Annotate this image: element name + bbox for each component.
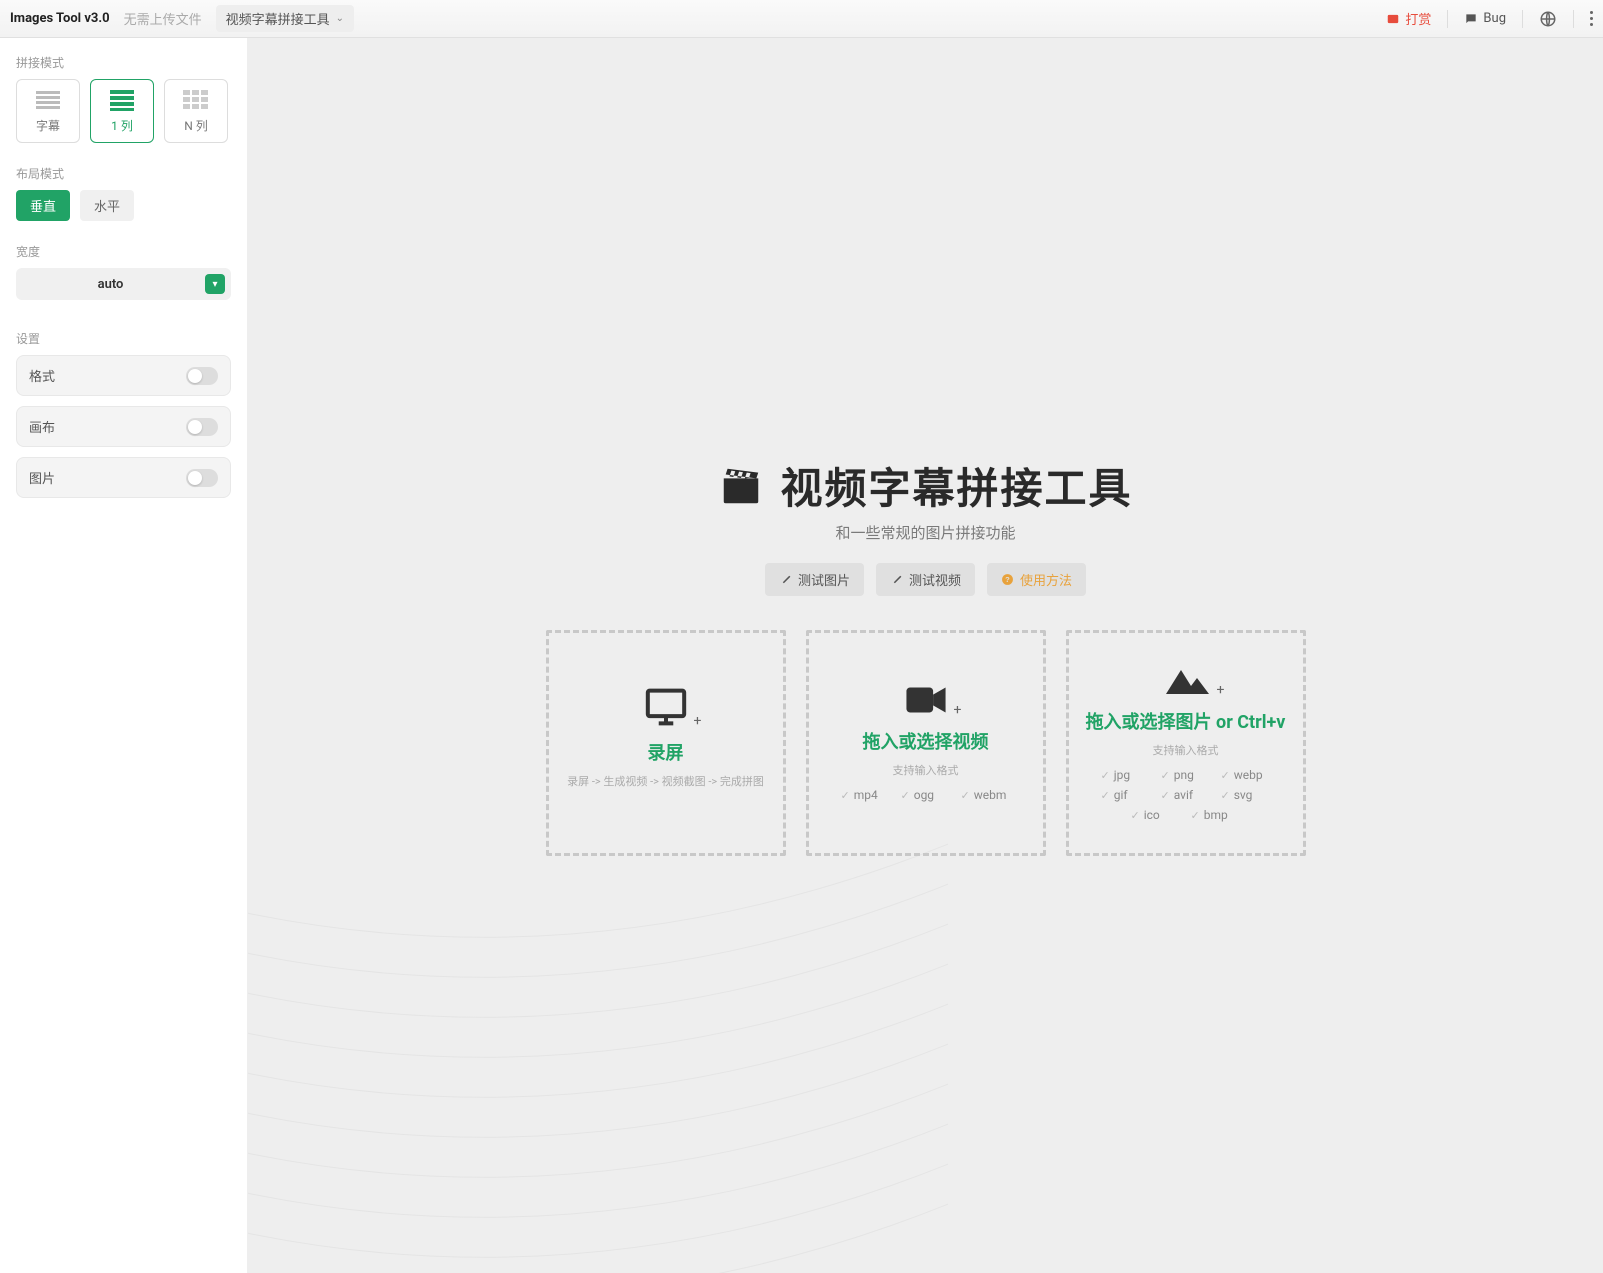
dropzone-record-title: 录屏: [648, 739, 684, 765]
sidebar: 拼接模式 字幕 1 列: [0, 38, 248, 1273]
page-subtitle: 和一些常规的图片拼接功能: [476, 522, 1376, 543]
setting-format[interactable]: 格式: [16, 355, 231, 396]
settings-label: 设置: [16, 330, 231, 347]
dropzone-video-formats-label: 支持输入格式: [893, 762, 959, 778]
dropzone-image[interactable]: + 拖入或选择图片 or Ctrl+v 支持输入格式 ✓jpg ✓png ✓webp…: [1066, 630, 1306, 856]
format-item: ✓svg: [1221, 788, 1271, 802]
format-item: ✓mp4: [841, 788, 891, 802]
subtitle-mode-icon: [34, 89, 62, 111]
image-formats-list: ✓jpg ✓png ✓webp ✓gif ✓avif ✓svg ✓ico ✓bmp: [1083, 768, 1289, 822]
video-camera-icon: +: [904, 684, 948, 716]
setting-canvas-toggle[interactable]: [186, 418, 218, 436]
layout-horizontal-button[interactable]: 水平: [80, 190, 134, 221]
mode-ncol[interactable]: N 列: [164, 79, 228, 143]
dropzone-record[interactable]: + 录屏 录屏 -> 生成视频 -> 视频截图 -> 完成拼图: [546, 630, 786, 856]
plus-icon: +: [954, 702, 962, 718]
test-image-button[interactable]: 测试图片: [765, 563, 864, 596]
dropzone-image-title: 拖入或选择图片 or Ctrl+v: [1086, 708, 1286, 734]
format-item: ✓webp: [1221, 768, 1271, 782]
mode-subtitle[interactable]: 字幕: [16, 79, 80, 143]
help-icon: ?: [1001, 573, 1014, 586]
donate-link[interactable]: 打赏: [1386, 9, 1431, 28]
format-item: ✓png: [1161, 768, 1211, 782]
format-item: ✓bmp: [1191, 808, 1241, 822]
setting-image-label: 图片: [29, 468, 55, 487]
mode-1col[interactable]: 1 列: [90, 79, 154, 143]
svg-text:?: ?: [1005, 575, 1010, 584]
format-item: ✓jpg: [1101, 768, 1151, 782]
mode-ncol-label: N 列: [184, 117, 208, 134]
mode-1col-label: 1 列: [111, 117, 133, 134]
format-item: ✓ogg: [901, 788, 951, 802]
plus-icon: +: [1217, 682, 1225, 698]
test-video-label: 测试视频: [909, 570, 961, 589]
page-title: 视频字幕拼接工具: [780, 455, 1132, 516]
setting-format-label: 格式: [29, 366, 55, 385]
ncolumn-mode-icon: [182, 89, 210, 111]
bug-link[interactable]: Bug: [1464, 11, 1506, 26]
header-divider: [1522, 10, 1523, 28]
brand-title: Images Tool v3.0: [10, 11, 110, 26]
video-formats-list: ✓mp4 ✓ogg ✓webm: [841, 788, 1011, 802]
donate-icon: [1386, 12, 1400, 26]
header-divider: [1447, 10, 1448, 28]
setting-canvas-label: 画布: [29, 417, 55, 436]
tool-selector-dropdown[interactable]: 视频字幕拼接工具 ⌄: [216, 5, 354, 32]
wand-icon: [890, 573, 903, 586]
bug-label: Bug: [1483, 11, 1506, 26]
dropzone-record-desc: 录屏 -> 生成视频 -> 视频截图 -> 完成拼图: [567, 773, 764, 789]
stitch-mode-label: 拼接模式: [16, 54, 231, 71]
test-image-label: 测试图片: [798, 570, 850, 589]
width-label: 宽度: [16, 243, 231, 260]
setting-image-toggle[interactable]: [186, 469, 218, 487]
format-item: ✓webm: [961, 788, 1011, 802]
upload-hint: 无需上传文件: [124, 9, 202, 28]
setting-format-toggle[interactable]: [186, 367, 218, 385]
chat-icon: [1464, 12, 1478, 26]
help-label: 使用方法: [1020, 570, 1072, 589]
main-canvas: 视频字幕拼接工具 和一些常规的图片拼接功能 测试图片 测试视频: [248, 38, 1603, 1273]
column1-mode-icon: [108, 89, 136, 111]
chevron-down-icon: ⌄: [336, 13, 344, 24]
wand-icon: [779, 573, 792, 586]
setting-canvas[interactable]: 画布: [16, 406, 231, 447]
format-item: ✓gif: [1101, 788, 1151, 802]
layout-mode-label: 布局模式: [16, 165, 231, 182]
donate-label: 打赏: [1405, 9, 1431, 28]
plus-icon: +: [694, 713, 702, 729]
dropzone-video[interactable]: + 拖入或选择视频 支持输入格式 ✓mp4 ✓ogg ✓webm: [806, 630, 1046, 856]
mountain-icon: +: [1161, 664, 1211, 696]
help-button[interactable]: ? 使用方法: [987, 563, 1086, 596]
dropzone-image-formats-label: 支持输入格式: [1153, 742, 1219, 758]
mode-subtitle-label: 字幕: [36, 117, 60, 134]
header-bar: Images Tool v3.0 无需上传文件 视频字幕拼接工具 ⌄ 打赏 Bu…: [0, 0, 1603, 38]
dropzone-video-title: 拖入或选择视频: [863, 728, 989, 754]
monitor-icon: +: [644, 687, 688, 727]
width-dropdown-icon: ▾: [205, 274, 225, 294]
format-item: ✓avif: [1161, 788, 1211, 802]
clapperboard-icon: [718, 463, 764, 509]
format-item: ✓ico: [1131, 808, 1181, 822]
test-video-button[interactable]: 测试视频: [876, 563, 975, 596]
header-divider: [1573, 10, 1574, 28]
setting-image[interactable]: 图片: [16, 457, 231, 498]
layout-vertical-button[interactable]: 垂直: [16, 190, 70, 221]
width-value: auto: [16, 277, 205, 292]
tool-selector-label: 视频字幕拼接工具: [226, 9, 330, 28]
width-select[interactable]: auto ▾: [16, 268, 231, 300]
language-icon[interactable]: [1539, 10, 1557, 28]
more-menu-button[interactable]: [1590, 11, 1593, 26]
